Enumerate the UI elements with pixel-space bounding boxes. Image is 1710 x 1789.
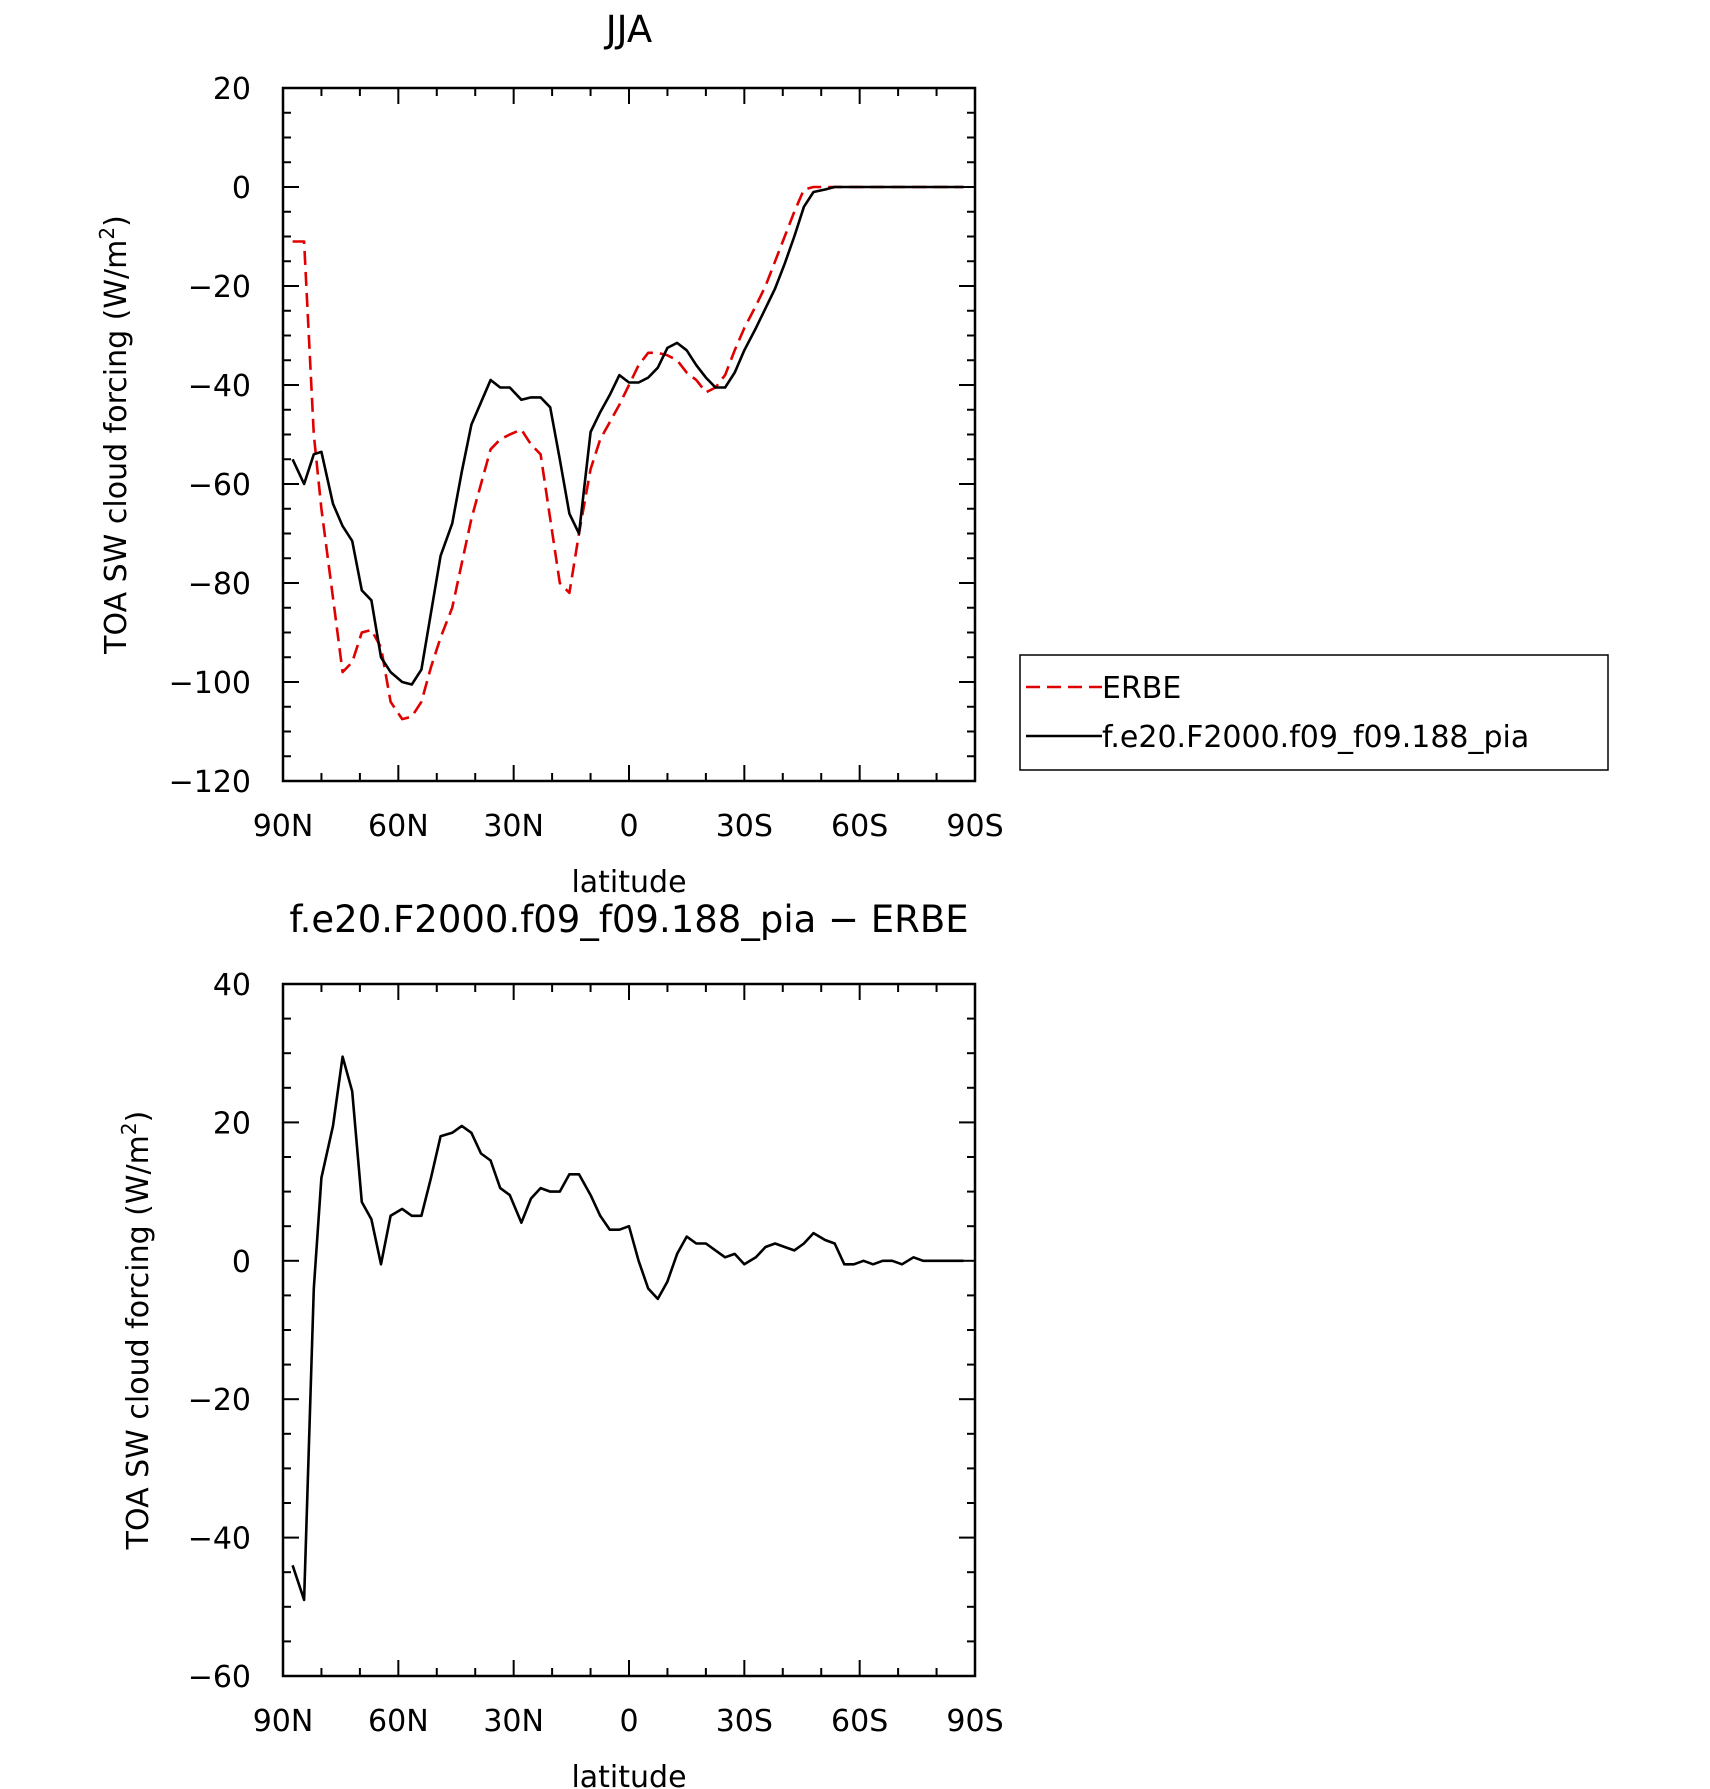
- chart-1-x-axis-label: latitude: [571, 1760, 686, 1789]
- chart-0-y-tick-label: −80: [188, 567, 251, 602]
- chart-0-y-axis-label-close: ): [99, 215, 134, 227]
- chart-0-x-tick-label: 90S: [946, 809, 1003, 844]
- chart-0-y-tick-label: 0: [232, 171, 251, 206]
- chart-0-y-tick-label: −120: [169, 765, 251, 800]
- chart-0-y-axis-label: TOA SW cloud forcing (W/m2): [95, 215, 134, 655]
- chart-0-y-axis-label-main: TOA SW cloud forcing (W/m: [99, 240, 134, 655]
- chart-0-title: JJA: [604, 8, 653, 51]
- chart-0-y-axis-label-sup: 2: [95, 227, 119, 240]
- chart-1-x-tick-label: 90S: [946, 1704, 1003, 1739]
- chart-0-y-tick-label: 20: [213, 72, 251, 107]
- chart-0-series-1-line: [291, 185, 964, 686]
- chart-0-legend-label: ERBE: [1102, 671, 1181, 706]
- chart-0-x-tick-label: 0: [619, 809, 638, 844]
- chart-1-series-0-line: [291, 1055, 964, 1602]
- chart-0-y-tick-label: −20: [188, 270, 251, 305]
- chart-0-y-tick-label: −40: [188, 369, 251, 404]
- chart-0-x-tick-label: 60N: [368, 809, 429, 844]
- chart-0-y-tick-label: −100: [169, 666, 251, 701]
- chart-0-x-tick-label: 30N: [483, 809, 544, 844]
- chart-0-series-0-line: [292, 185, 964, 721]
- chart-0-y-tick-label: −60: [188, 468, 251, 503]
- chart-0-legend-box: [1019, 654, 1609, 771]
- chart-1-y-tick-label: −60: [188, 1660, 251, 1695]
- chart-0-x-tick-label: 60S: [831, 809, 888, 844]
- chart-1-x-tick-label: 0: [619, 1704, 638, 1739]
- top-chart: JJA 90N 60N 30N 0 30S 60S 90S 20 0 −20 −40 −60 −80 −10…: [95, 8, 1609, 900]
- chart-1-y-tick-label: −40: [188, 1522, 251, 1557]
- chart-0-legend-label: f.e20.F2000.f09_f09.188_pia: [1102, 720, 1529, 755]
- chart-1-x-tick-label: 60S: [831, 1704, 888, 1739]
- chart-0-legend: ERBE f.e20.F2000.f09_f09.188_pia: [1019, 654, 1609, 771]
- chart-1-x-tick-label: 60N: [368, 1704, 429, 1739]
- chart-1-y-tick-label: 20: [213, 1106, 251, 1141]
- chart-1-x-tick-label: 30S: [716, 1704, 773, 1739]
- chart-1-y-axis-label-sup: 2: [117, 1122, 141, 1135]
- chart-1-y-axis-label: TOA SW cloud forcing (W/m2): [117, 1111, 156, 1551]
- chart-1-y-axis-label-close: ): [121, 1111, 156, 1123]
- bottom-chart: f.e20.F2000.f09_f09.188_pia − ERBE 90N 60N…: [117, 898, 1004, 1789]
- chart-1-title: f.e20.F2000.f09_f09.188_pia − ERBE: [289, 898, 968, 941]
- chart-1-y-axis-label-main: TOA SW cloud forcing (W/m: [121, 1135, 156, 1550]
- chart-1-x-tick-label: 30N: [483, 1704, 544, 1739]
- chart-0-x-axis-label: latitude: [571, 865, 686, 900]
- chart-1-plot-frame: [281, 982, 977, 1678]
- chart-1-x-tick-label: 90N: [253, 1704, 314, 1739]
- chart-1-y-tick-label: 0: [232, 1245, 251, 1280]
- chart-0-x-tick-label: 90N: [253, 809, 314, 844]
- chart-1-y-tick-label: −20: [188, 1383, 251, 1418]
- chart-0-x-tick-label: 30S: [716, 809, 773, 844]
- chart-1-y-tick-label: 40: [213, 968, 251, 1003]
